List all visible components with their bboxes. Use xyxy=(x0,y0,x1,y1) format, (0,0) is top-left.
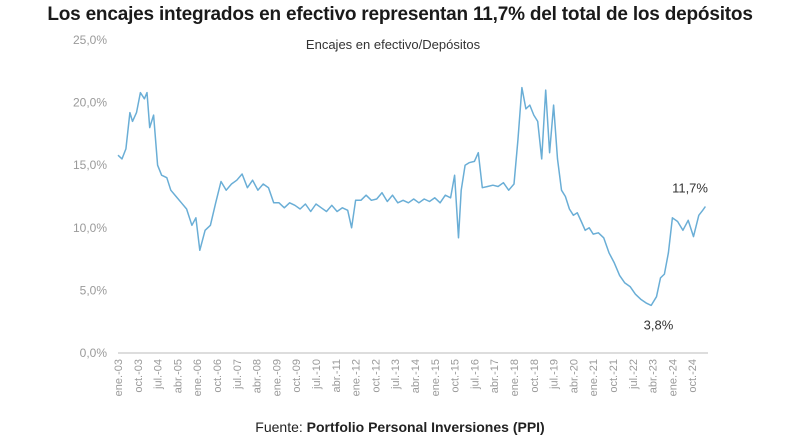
y-tick-label: 20,0% xyxy=(73,96,107,110)
chart-title: Los encajes integrados en efectivo repre… xyxy=(47,4,753,25)
x-tick-label: ene.-24 xyxy=(667,359,679,396)
x-tick-label: abr.-14 xyxy=(410,359,422,393)
x-tick-label: ene.-03 xyxy=(113,359,125,396)
x-tick-label: oct.-12 xyxy=(370,359,382,393)
x-tick-label: ene.-12 xyxy=(351,359,363,396)
x-tick-label: ene.-21 xyxy=(588,359,600,396)
x-tick-label: oct.-21 xyxy=(608,359,620,393)
y-tick-label: 15,0% xyxy=(73,158,107,172)
x-tick-label: abr.-17 xyxy=(489,359,501,393)
x-tick-label: abr.-11 xyxy=(331,359,343,392)
series-line xyxy=(117,86,707,307)
y-tick-label: 5,0% xyxy=(80,283,108,297)
x-tick-label: oct.-15 xyxy=(450,359,462,393)
x-tick-label: jul.-07 xyxy=(232,359,244,390)
x-tick-label: ene.-18 xyxy=(509,359,521,396)
x-tick-label: jul.-10 xyxy=(311,359,323,390)
y-tick-label: 25,0% xyxy=(73,33,107,47)
x-tick-label: jul.-16 xyxy=(469,359,481,390)
source-name: Portfolio Personal Inversiones (PPI) xyxy=(306,419,545,435)
x-tick-label: oct.-03 xyxy=(133,359,145,393)
chart-subtitle: Encajes en efectivo/Depósitos xyxy=(306,37,481,52)
x-tick-label: abr.-20 xyxy=(568,359,580,393)
y-tick-label: 10,0% xyxy=(73,221,107,235)
x-tick-label: oct.-09 xyxy=(291,359,303,393)
x-tick-label: jul.-04 xyxy=(153,359,165,390)
x-tick-label: abr.-23 xyxy=(648,359,660,393)
x-tick-label: jul.-19 xyxy=(549,359,561,390)
data-label: 3,8% xyxy=(644,317,674,332)
data-label: 11,7% xyxy=(672,181,708,196)
x-tick-label: abr.-05 xyxy=(172,359,184,393)
x-tick-label: abr.-08 xyxy=(252,359,264,393)
x-tick-label: ene.-09 xyxy=(271,359,283,396)
source-note: Fuente: Portfolio Personal Inversiones (… xyxy=(0,419,800,435)
y-tick-label: 0,0% xyxy=(80,346,108,360)
x-tick-label: ene.-15 xyxy=(430,359,442,396)
x-tick-label: oct.-24 xyxy=(687,359,699,393)
x-tick-label: ene.-06 xyxy=(192,359,204,396)
x-tick-label: jul.-13 xyxy=(390,359,402,390)
source-prefix: Fuente: xyxy=(255,419,303,435)
x-tick-label: oct.-06 xyxy=(212,359,224,393)
x-tick-label: jul.-22 xyxy=(628,359,640,390)
x-tick-label: oct.-18 xyxy=(529,359,541,393)
